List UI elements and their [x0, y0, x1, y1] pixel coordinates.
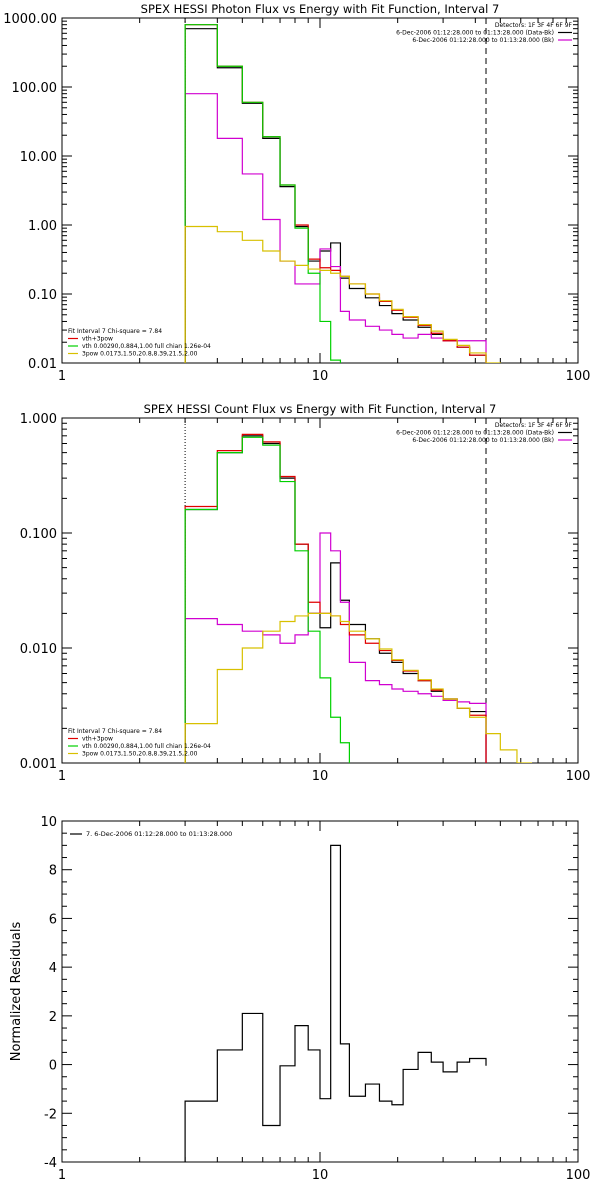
y-axis-label: Normalized Residuals	[9, 922, 24, 1062]
y-tick-label: 1.000	[20, 412, 57, 427]
series-line-2	[184, 532, 487, 763]
y-tick-label: -2	[44, 1107, 57, 1122]
y-tick-label: 10.00	[20, 150, 57, 165]
y-tick-label: 1.00	[28, 219, 57, 234]
x-tick-label: 100	[566, 769, 591, 784]
legend-topright-entry: 6-Dec-2006 01:12:28.000 to 01:13:28.000 …	[396, 30, 554, 37]
series-line-3	[184, 24, 487, 363]
chart-3: Normalized Residuals 1 10 100 -4 -2 0 2 4 6 8 10 7. …	[9, 815, 590, 1183]
y-tick-label: 10	[40, 815, 57, 830]
x-tick-label: 100	[566, 369, 591, 384]
y-tick-label: 100.00	[12, 81, 58, 96]
y-tick-label: 4	[49, 961, 57, 976]
x-tick-label: 100	[566, 1168, 591, 1183]
plot-frame	[61, 820, 579, 1163]
series-line-1	[184, 844, 487, 1162]
legend-bottomleft-entry: vth+3pow	[82, 336, 113, 343]
chart-2: SPEX HESSI Count Flux vs Energy with Fit…	[20, 402, 591, 784]
chart-1: SPEX HESSI Photon Flux vs Energy with Fi…	[3, 2, 590, 384]
chart-title: SPEX HESSI Count Flux vs Energy with Fit…	[144, 402, 497, 416]
legend-topright-entry: 6-Dec-2006 01:12:28.000 to 01:13:28.000 …	[412, 37, 554, 44]
y-tick-label: -4	[44, 1156, 57, 1171]
series-line-5	[184, 612, 533, 763]
legend-bottomleft-entry: vth+3pow	[82, 736, 113, 743]
y-tick-label: 0.100	[20, 527, 57, 542]
y-tick-label: 8	[49, 864, 57, 879]
y-tick-label: 2	[49, 1010, 57, 1025]
series-line-5	[184, 225, 501, 363]
y-tick-label: 0.10	[28, 288, 57, 303]
legend-bottomleft-entry: Fit Interval 7 Chi-square = 7.84	[68, 728, 162, 735]
y-tick-label: 6	[49, 912, 57, 927]
x-tick-label: 10	[312, 769, 329, 784]
legend-bottomleft-entry: 3pow 0.0173,1.50,20.8,8.39,21.5,2.00	[82, 351, 198, 358]
series-line-4	[184, 24, 342, 363]
legend-topright-entry: Detectors: 1F 3F 4F 6F 9F	[495, 422, 573, 429]
chart-title: SPEX HESSI Photon Flux vs Energy with Fi…	[141, 2, 500, 16]
y-tick-label: 1000.00	[3, 12, 57, 27]
series-group	[184, 844, 487, 1162]
series-line-2	[184, 93, 487, 363]
series-line-1	[184, 435, 487, 763]
series-group	[184, 433, 533, 763]
legend-bottomleft-entry: Fit Interval 7 Chi-square = 7.84	[68, 328, 162, 335]
series-line-4	[184, 436, 350, 763]
y-tick-label: 0.01	[28, 357, 57, 372]
legend-topright-entry: 6-Dec-2006 01:12:28.000 to 01:13:28.000 …	[396, 430, 554, 437]
legend-topright-entry: Detectors: 1F 3F 4F 6F 9F	[495, 22, 573, 29]
x-tick-label: 1	[58, 369, 66, 384]
y-tick-label: 0	[49, 1059, 57, 1074]
x-tick-label: 10	[312, 369, 329, 384]
x-tick-label: 10	[312, 1168, 329, 1183]
y-tick-label: 0.001	[20, 757, 57, 772]
series-group	[184, 24, 501, 363]
legend-bottomleft-entry: vth 0.00290,0.884,1.00 full chian 1.26e-…	[82, 343, 211, 350]
legend-bottomleft-entry: vth 0.00290,0.884,1.00 full chian 1.26e-…	[82, 743, 211, 750]
x-tick-label: 1	[58, 769, 66, 784]
x-tick-label: 1	[58, 1168, 66, 1183]
legend-topleft-entry: 7. 6-Dec-2006 01:12:28.000 to 01:13:28.0…	[86, 830, 232, 838]
legend-topright-entry: 6-Dec-2006 01:12:28.000 to 01:13:28.000 …	[412, 437, 554, 444]
y-tick-label: 0.010	[20, 642, 57, 657]
legend-bottomleft-entry: 3pow 0.0173,1.50,20.8,8.39,21.5,2.00	[82, 751, 198, 758]
